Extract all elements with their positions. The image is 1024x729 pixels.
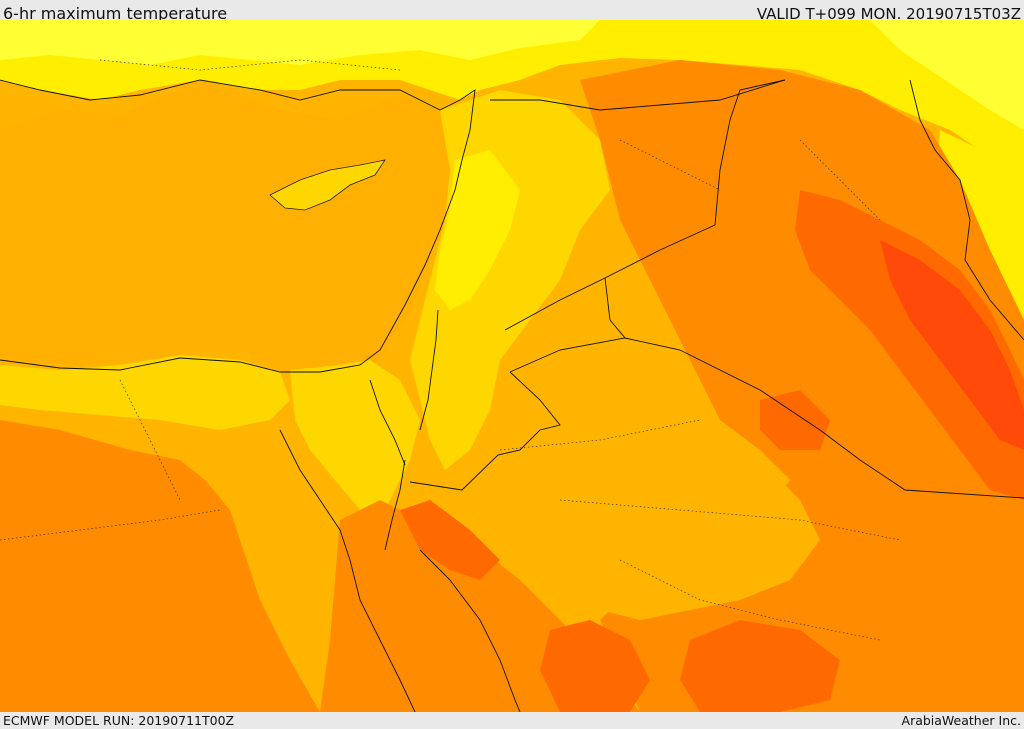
border-egypt-israel bbox=[369, 379, 406, 466]
coastline-mediterranean bbox=[0, 89, 476, 373]
temp-zone-iraq-orange bbox=[580, 60, 1024, 712]
temp-zone-egypt-coast bbox=[0, 355, 290, 430]
border-syria-iraq bbox=[504, 79, 786, 331]
temp-zone-iraq-darkorange bbox=[795, 190, 1024, 500]
province-line bbox=[499, 419, 701, 451]
province-line bbox=[619, 139, 721, 191]
mediterranean-sea bbox=[0, 80, 460, 375]
coastline-red-sea bbox=[419, 549, 521, 712]
model-run-label: ECMWF MODEL RUN: 20190711T00Z bbox=[3, 713, 235, 728]
temp-zone-hijaz-darkorange bbox=[540, 620, 650, 712]
temperature-map bbox=[0, 20, 1024, 712]
coastline-suez-gulf bbox=[279, 429, 416, 712]
temp-zone-iraq-redorange bbox=[880, 240, 1024, 450]
cyprus-island bbox=[269, 159, 386, 211]
valid-time-label: VALID T+099 MON. 20190715T03Z bbox=[756, 5, 1021, 23]
temp-zone-northeast-lightyellow bbox=[870, 20, 1024, 130]
coastline-aqaba-gulf bbox=[384, 459, 406, 551]
temp-zone-levant-yellow bbox=[435, 150, 520, 310]
temp-zone-aqaba-darkorange bbox=[400, 500, 500, 580]
province-line bbox=[619, 559, 881, 641]
river-jordan bbox=[419, 309, 439, 431]
map-canvas bbox=[0, 20, 1024, 712]
border-saudi-iraq bbox=[624, 337, 1024, 499]
temp-zone-egypt-orange bbox=[0, 420, 320, 712]
temp-zone-arabia-darkorange bbox=[760, 390, 830, 450]
temp-zone-saudi-darkorange bbox=[680, 620, 840, 712]
temp-zone-egypt-amber bbox=[180, 440, 340, 660]
province-line bbox=[799, 139, 881, 221]
map-title: 6-hr maximum temperature bbox=[3, 4, 228, 23]
internal-boundaries bbox=[0, 59, 901, 641]
temp-zone-sinai-gold bbox=[290, 360, 420, 520]
credit-label: ArabiaWeather Inc. bbox=[901, 713, 1021, 728]
border-iraq-iran bbox=[909, 79, 1024, 341]
border-jordan-saudi bbox=[409, 371, 561, 491]
map-boundaries bbox=[0, 79, 1024, 712]
temp-zone-north-lightyellow bbox=[0, 20, 600, 65]
province-line bbox=[559, 499, 901, 541]
province-line bbox=[0, 509, 221, 541]
coastline-turkey bbox=[0, 79, 441, 111]
temp-zone-saudi-amber bbox=[490, 340, 820, 620]
border-syria-turkey bbox=[490, 79, 786, 111]
